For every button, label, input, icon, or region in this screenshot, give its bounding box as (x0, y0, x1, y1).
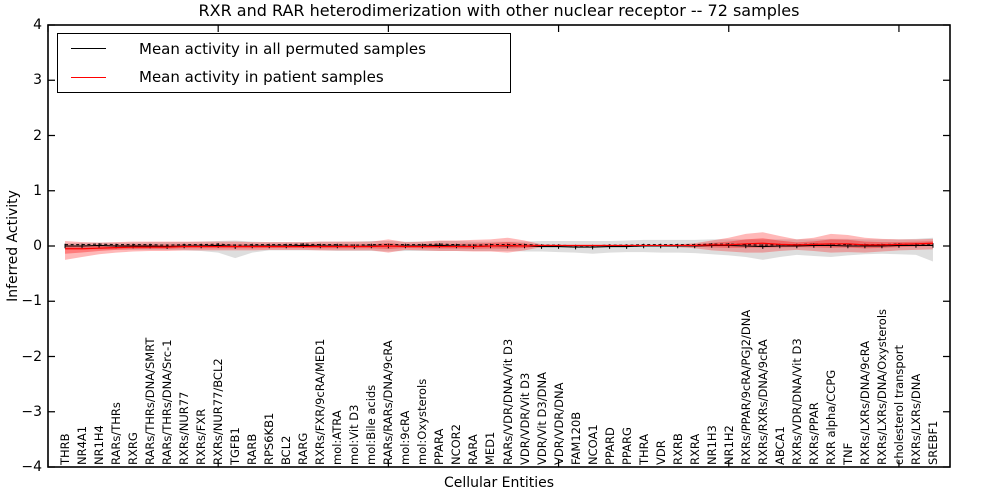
x-category-label: RARs/VDR/DNA/Vit D3 (500, 338, 515, 465)
x-category-label: mol:ATRA (330, 410, 345, 465)
x-category-label: SREBF1 (925, 420, 940, 465)
x-category-label: TNF (840, 442, 855, 465)
x-category-label: NR1H3 (704, 425, 719, 465)
y-tick-label: 0 (33, 238, 42, 254)
x-category-label: MED1 (483, 431, 498, 465)
x-category-label: NR1H2 (721, 425, 736, 465)
x-category-label: RARs/RARs/DNA/9cRA (381, 340, 396, 465)
y-tick-label: 1 (33, 182, 42, 199)
x-category-label: NCOR2 (449, 424, 464, 465)
x-category-label: PPARA (432, 428, 447, 465)
x-category-label: RARB (245, 433, 260, 465)
x-category-label: RXRs/FXR (194, 408, 209, 465)
x-axis-label: Cellular Entities (443, 475, 555, 491)
x-category-label: RXRB (670, 433, 685, 465)
x-category-label: mol:Bile acids (364, 384, 379, 465)
legend-label-patient: Mean activity in patient samples (139, 68, 384, 87)
x-category-label: THRB (58, 433, 73, 465)
legend-label-permuted: Mean activity in all permuted samples (139, 39, 426, 58)
x-category-label: VDR/Vit D3/DNA (534, 372, 549, 465)
x-category-label: RARA (466, 434, 481, 465)
x-category-label: THRA (636, 433, 651, 465)
x-category-label: RXRs/LXRs/DNA/Oxysterols (874, 308, 889, 465)
y-tick-label: 4 (33, 17, 42, 33)
x-category-label: VDR/VDR/Vit D3 (517, 372, 532, 465)
x-category-label: VDR/VDR/DNA (551, 382, 566, 466)
x-category-label: mol:Vit D3 (347, 404, 362, 465)
legend-entry-patient: Mean activity in patient samples (58, 63, 510, 91)
x-category-label: VDR (653, 440, 668, 465)
x-category-label: ABCA1 (772, 426, 787, 465)
x-category-label: RXRs/PPAR/9cRA/PGJ2/DNA (738, 309, 753, 465)
x-category-label: cholesterol transport (891, 345, 906, 465)
x-category-label: PPARD (602, 427, 617, 465)
y-tick-label: 3 (33, 72, 42, 89)
x-category-label: RXRs/VDR/DNA/Vit D3 (789, 338, 804, 465)
legend-line-swatch-black-icon (71, 48, 106, 50)
y-tick-label: −2 (21, 348, 42, 365)
x-category-label: NR4A1 (75, 425, 90, 465)
x-category-label: RARs/THRs/DNA/SMRT (143, 337, 158, 465)
x-category-label: FAM120B (568, 411, 583, 465)
x-category-label: RXR alpha/CCPG (823, 369, 838, 465)
x-category-label: RXRs/PPAR (806, 402, 821, 465)
chart-title: RXR and RAR heterodimerization with othe… (198, 1, 800, 20)
plot-frame (47, 24, 951, 468)
x-category-label: mol:Oxysterols (415, 378, 430, 465)
x-category-label: RXRs/RXRs/DNA/9cRA (755, 339, 770, 465)
x-category-label: RXRs/FXR/9cRA/MED1 (313, 338, 328, 465)
x-category-label: RPS6KB1 (262, 412, 277, 465)
x-category-label: RXRs/NUR77/BCL2 (211, 358, 226, 465)
x-category-label: RARs/THRs (109, 402, 124, 465)
x-category-label: BCL2 (279, 435, 294, 465)
x-category-label: RARG (296, 432, 311, 465)
x-category-label: RXRs/LXRs/DNA (908, 373, 923, 465)
x-category-label: RARs/THRs/DNA/Src-1 (160, 339, 175, 465)
x-category-label: RXRG (126, 432, 141, 465)
x-category-label: RXRs/LXRs/DNA/9cRA (857, 340, 872, 465)
legend-entry-permuted: Mean activity in all permuted samples (58, 35, 510, 63)
y-tick-label: −1 (21, 293, 42, 310)
x-category-label: NR1H4 (92, 425, 107, 465)
y-tick-label: −3 (21, 403, 42, 420)
legend: Mean activity in all permuted samples Me… (57, 33, 511, 93)
legend-line-swatch-red-icon (71, 76, 106, 78)
x-category-label: mol:9cRA (398, 410, 413, 465)
x-category-label: TGFB1 (228, 427, 243, 465)
y-tick-label: 2 (33, 127, 42, 144)
x-category-label: RXRA (687, 433, 702, 465)
x-category-label: RXRs/NUR77 (177, 391, 192, 465)
x-category-label: PPARG (619, 427, 634, 465)
x-category-label: NCOA1 (585, 424, 600, 465)
line-mean-patient (65, 242, 934, 250)
y-tick-label: −4 (21, 459, 42, 475)
